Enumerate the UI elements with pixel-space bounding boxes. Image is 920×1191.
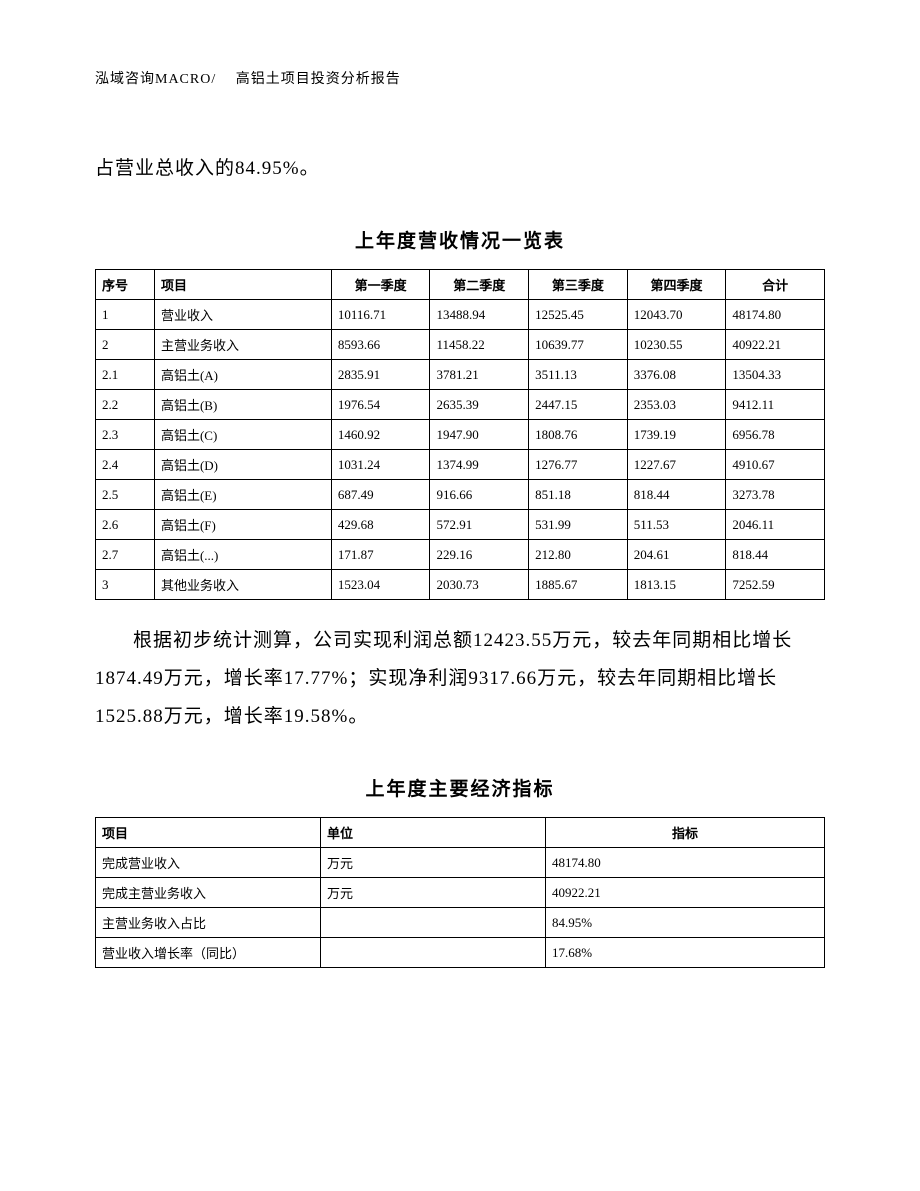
- table-row: 1营业收入10116.7113488.9412525.4512043.70481…: [96, 300, 825, 330]
- th-unit: 单位: [321, 818, 546, 848]
- table-row: 3其他业务收入1523.042030.731885.671813.157252.…: [96, 570, 825, 600]
- table-row: 2.6高铝土(F)429.68572.91531.99511.532046.11: [96, 510, 825, 540]
- indicator-table: 项目 单位 指标 完成营业收入万元48174.80 完成主营业务收入万元4092…: [95, 817, 825, 968]
- th-q4: 第四季度: [627, 270, 726, 300]
- th-q3: 第三季度: [529, 270, 628, 300]
- th-item: 项目: [154, 270, 331, 300]
- page-header: 泓域咨询MACRO/ 高铝土项目投资分析报告: [95, 68, 825, 88]
- table2-title: 上年度主要经济指标: [95, 774, 825, 801]
- table1-title: 上年度营收情况一览表: [95, 226, 825, 253]
- table-row: 完成营业收入万元48174.80: [96, 848, 825, 878]
- table-row: 完成主营业务收入万元40922.21: [96, 878, 825, 908]
- th-q1: 第一季度: [331, 270, 430, 300]
- table-row: 2主营业务收入8593.6611458.2210639.7710230.5540…: [96, 330, 825, 360]
- table-row: 2.4高铝土(D)1031.241374.991276.771227.67491…: [96, 450, 825, 480]
- table-row: 2.1高铝土(A)2835.913781.213511.133376.08135…: [96, 360, 825, 390]
- table-row: 2.2高铝土(B)1976.542635.392447.152353.03941…: [96, 390, 825, 420]
- mid-paragraph: 根据初步统计测算，公司实现利润总额12423.55万元，较去年同期相比增长187…: [95, 622, 825, 736]
- table-row: 2.3高铝土(C)1460.921947.901808.761739.19695…: [96, 420, 825, 450]
- table-row: 营业收入增长率（同比）17.68%: [96, 938, 825, 968]
- th-value: 指标: [546, 818, 825, 848]
- th-total: 合计: [726, 270, 825, 300]
- th-item: 项目: [96, 818, 321, 848]
- th-num: 序号: [96, 270, 155, 300]
- intro-line: 占营业总收入的84.95%。: [95, 150, 825, 188]
- revenue-table: 序号 项目 第一季度 第二季度 第三季度 第四季度 合计 1营业收入10116.…: [95, 269, 825, 600]
- table-header-row: 序号 项目 第一季度 第二季度 第三季度 第四季度 合计: [96, 270, 825, 300]
- th-q2: 第二季度: [430, 270, 529, 300]
- table-row: 主营业务收入占比84.95%: [96, 908, 825, 938]
- table-header-row: 项目 单位 指标: [96, 818, 825, 848]
- table-row: 2.5高铝土(E)687.49916.66851.18818.443273.78: [96, 480, 825, 510]
- table-row: 2.7高铝土(...)171.87229.16212.80204.61818.4…: [96, 540, 825, 570]
